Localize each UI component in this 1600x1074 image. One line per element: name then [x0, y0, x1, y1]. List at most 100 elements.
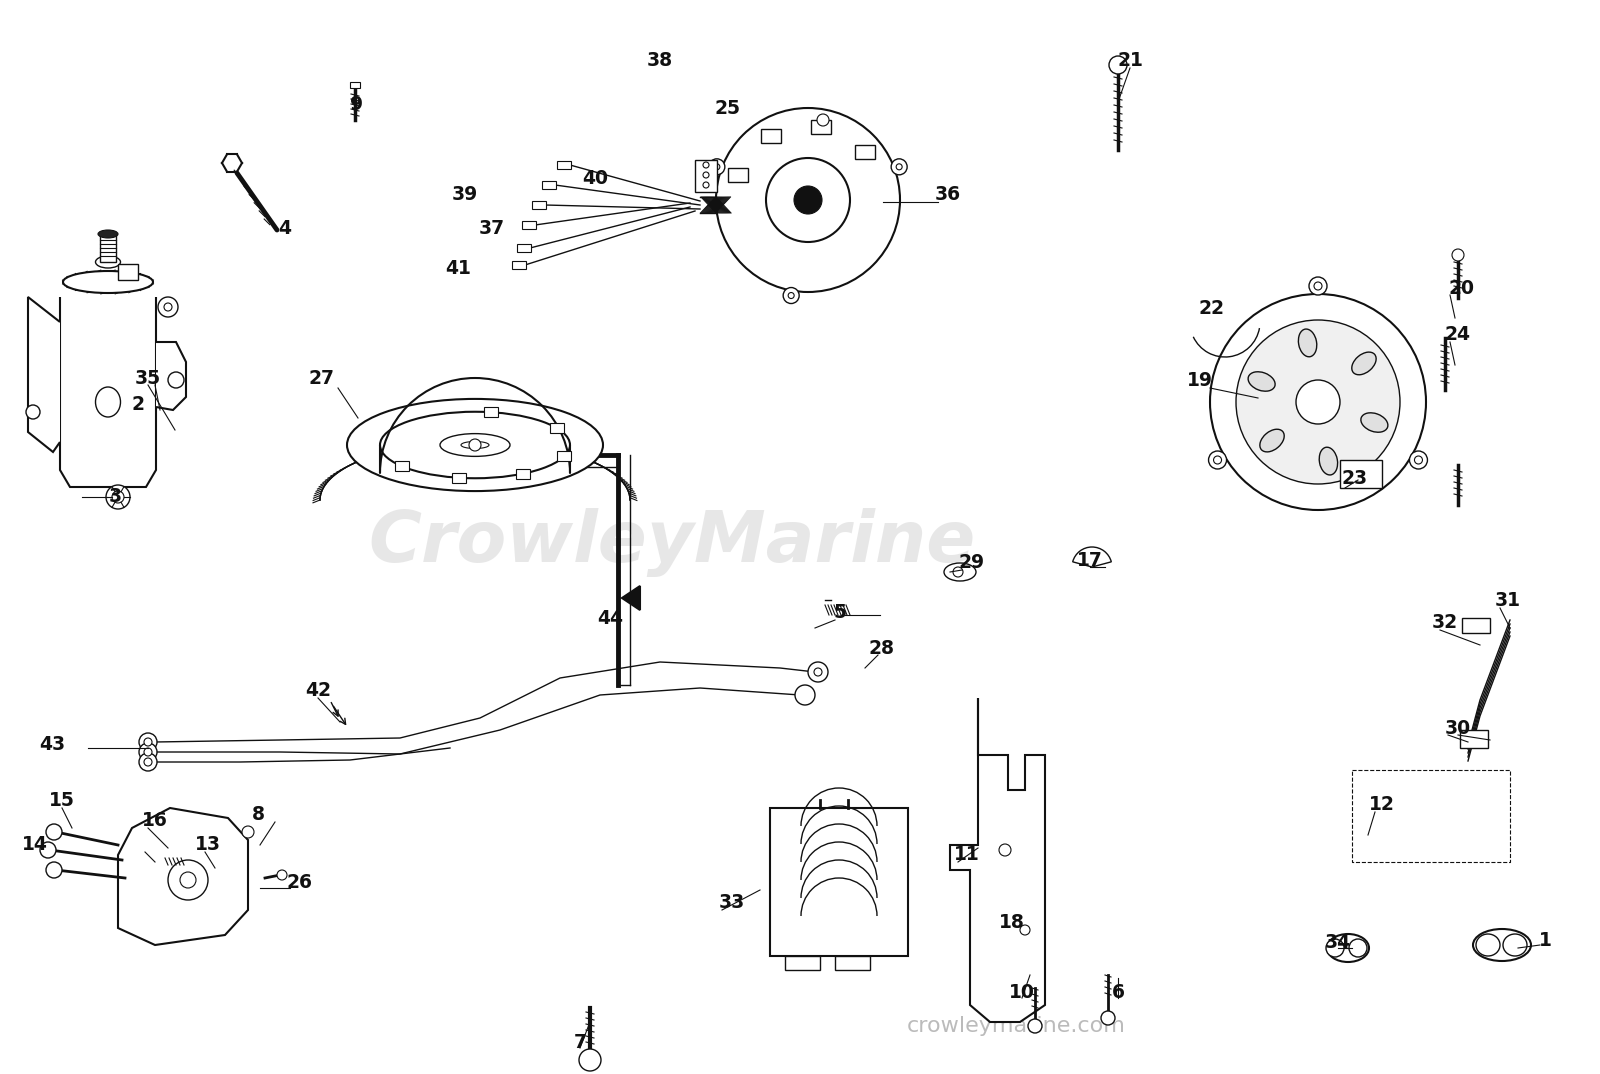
Text: CrowleyMarine: CrowleyMarine [368, 508, 976, 577]
Circle shape [782, 288, 798, 304]
Circle shape [702, 162, 709, 168]
Text: 35: 35 [134, 368, 162, 388]
Circle shape [40, 842, 56, 858]
Circle shape [168, 372, 184, 388]
Circle shape [579, 1049, 602, 1071]
Text: 7: 7 [573, 1032, 587, 1051]
Ellipse shape [1320, 447, 1338, 475]
Text: 22: 22 [1198, 299, 1226, 318]
Circle shape [1453, 249, 1464, 261]
Text: 25: 25 [715, 99, 741, 117]
Circle shape [139, 732, 157, 751]
Polygon shape [61, 297, 157, 487]
Circle shape [46, 824, 62, 840]
Bar [118, 264, 138, 280]
Bar [451, 473, 466, 482]
Circle shape [1296, 380, 1341, 424]
Bar [811, 120, 830, 134]
Circle shape [814, 668, 822, 676]
Bar [395, 462, 410, 471]
Circle shape [144, 758, 152, 766]
Circle shape [1410, 451, 1427, 469]
Text: 6: 6 [1112, 983, 1125, 1001]
Bar [350, 82, 360, 88]
Circle shape [112, 491, 125, 503]
Circle shape [26, 405, 40, 419]
Circle shape [891, 159, 907, 175]
Text: 5: 5 [834, 604, 846, 623]
Polygon shape [118, 808, 248, 945]
Bar [854, 145, 875, 159]
Circle shape [1414, 456, 1422, 464]
Text: 27: 27 [309, 368, 334, 388]
Bar [515, 468, 530, 479]
Bar [557, 451, 571, 462]
Text: 37: 37 [478, 218, 506, 237]
Circle shape [168, 860, 208, 900]
Circle shape [1326, 939, 1344, 957]
Bar [762, 129, 781, 143]
Ellipse shape [1362, 412, 1387, 432]
Polygon shape [157, 342, 186, 410]
Circle shape [795, 685, 814, 705]
Circle shape [789, 292, 794, 299]
Circle shape [277, 870, 286, 880]
Circle shape [1235, 320, 1400, 484]
Text: 12: 12 [1370, 796, 1395, 814]
Circle shape [106, 485, 130, 509]
Circle shape [179, 872, 195, 888]
Bar [512, 261, 526, 268]
Text: 43: 43 [38, 736, 66, 755]
Circle shape [818, 114, 829, 126]
Ellipse shape [62, 271, 154, 293]
Ellipse shape [1475, 934, 1501, 956]
Circle shape [1210, 294, 1426, 510]
Text: 41: 41 [445, 259, 470, 277]
Text: 9: 9 [350, 96, 363, 115]
Text: 42: 42 [306, 681, 331, 699]
Circle shape [1314, 282, 1322, 290]
Text: crowleymarine.com: crowleymarine.com [907, 1016, 1125, 1035]
Ellipse shape [96, 256, 120, 268]
Circle shape [717, 108, 899, 292]
Text: 1: 1 [1539, 930, 1552, 949]
Circle shape [1208, 451, 1227, 469]
Circle shape [1109, 56, 1126, 74]
Bar [99, 234, 115, 262]
Text: 23: 23 [1342, 468, 1368, 488]
Circle shape [242, 826, 254, 838]
Circle shape [702, 172, 709, 178]
Circle shape [1349, 939, 1366, 957]
Bar [786, 956, 819, 970]
Ellipse shape [98, 230, 118, 238]
Ellipse shape [1502, 934, 1526, 956]
Text: 20: 20 [1450, 278, 1475, 297]
Text: 24: 24 [1445, 325, 1470, 345]
Text: 2: 2 [131, 395, 144, 415]
Wedge shape [1072, 547, 1112, 567]
Circle shape [1021, 925, 1030, 935]
Circle shape [998, 844, 1011, 856]
Polygon shape [950, 698, 1045, 1022]
Text: 39: 39 [451, 186, 478, 204]
Bar [835, 956, 870, 970]
Ellipse shape [1248, 372, 1275, 391]
Ellipse shape [1352, 352, 1376, 375]
Bar [542, 182, 557, 189]
Text: 36: 36 [934, 186, 962, 204]
Bar [1462, 618, 1490, 633]
Circle shape [954, 567, 963, 577]
Circle shape [144, 738, 152, 746]
Text: 17: 17 [1077, 551, 1102, 569]
Bar [694, 160, 717, 192]
Ellipse shape [381, 411, 570, 478]
Ellipse shape [461, 441, 490, 449]
Circle shape [139, 743, 157, 761]
Polygon shape [29, 297, 61, 452]
Circle shape [1213, 456, 1221, 464]
Text: 33: 33 [718, 892, 746, 912]
Text: 31: 31 [1494, 591, 1522, 610]
Bar [770, 808, 909, 956]
Bar [728, 168, 749, 182]
Text: 13: 13 [195, 836, 221, 855]
